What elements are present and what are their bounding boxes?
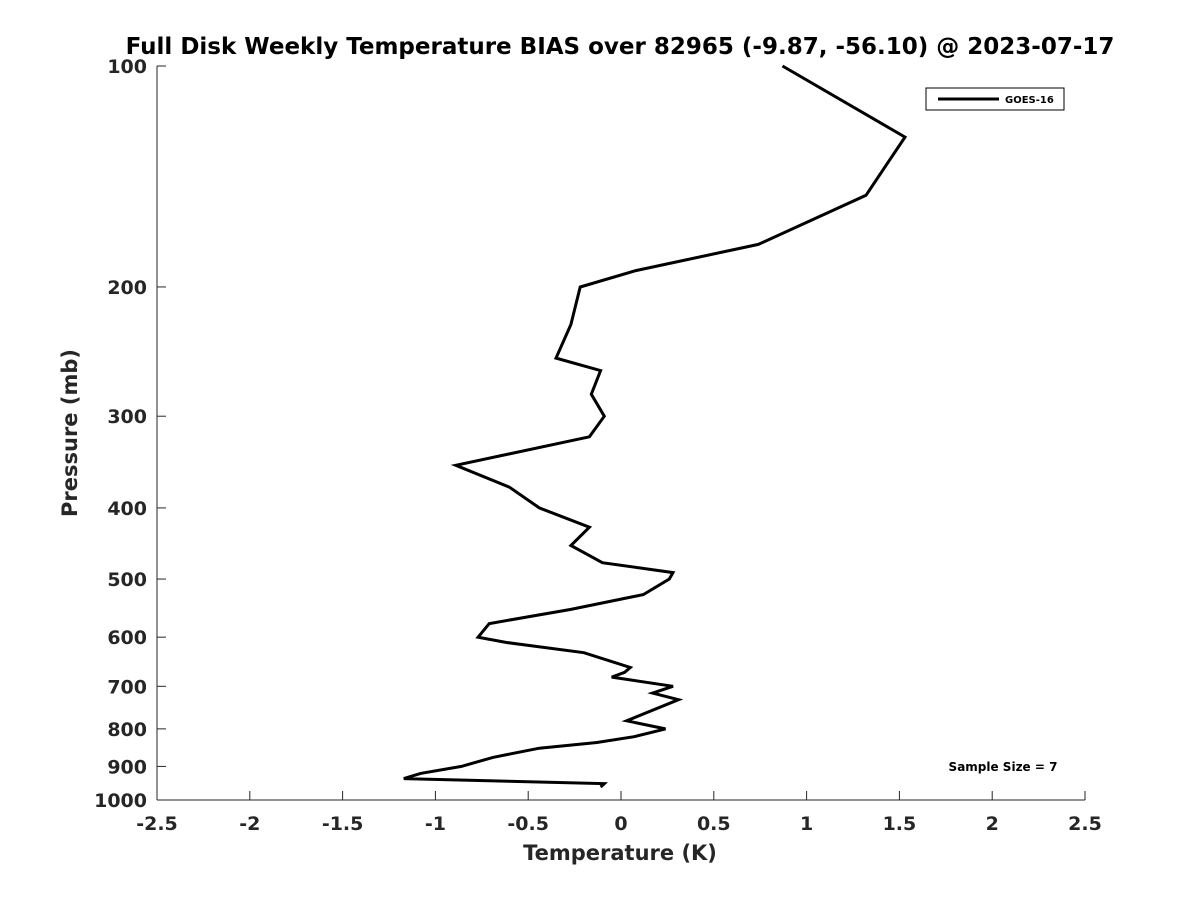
x-tick-label: 0 xyxy=(614,813,627,835)
series-line-goes-16 xyxy=(403,64,908,789)
y-tick-label: 400 xyxy=(107,498,147,520)
x-tick-label: 2 xyxy=(986,813,999,835)
x-tick-label: 1 xyxy=(800,813,813,835)
x-tick-label: -1.5 xyxy=(322,813,364,835)
x-axis-label: Temperature (K) xyxy=(523,841,717,865)
y-tick-label: 300 xyxy=(107,406,147,428)
legend: GOES-16 xyxy=(925,87,1065,111)
x-tick-label: -1 xyxy=(425,813,446,835)
y-tick-label: 200 xyxy=(107,277,147,299)
y-tick-label: 1000 xyxy=(94,790,147,812)
x-tick-label: -2 xyxy=(239,813,260,835)
x-tick-label: 2.5 xyxy=(1068,813,1102,835)
chart-title: Full Disk Weekly Temperature BIAS over 8… xyxy=(126,34,1115,60)
y-tick-label: 500 xyxy=(107,569,147,591)
y-tick-label: 700 xyxy=(107,676,147,698)
x-tick-label: 0.5 xyxy=(697,813,731,835)
y-axis-label: Pressure (mb) xyxy=(58,349,82,517)
x-tick-label: -0.5 xyxy=(507,813,549,835)
x-tick-label: -2.5 xyxy=(136,813,178,835)
y-tick-label: 600 xyxy=(107,627,147,649)
axes: -2.5 -2 -1.5 -1 -0.5 0 0.5 1 1.5 2 2.5 100 200 300 400… xyxy=(94,56,1102,835)
y-tick-label: 800 xyxy=(107,719,147,741)
x-tick-label: 1.5 xyxy=(883,813,917,835)
y-tick-label: 900 xyxy=(107,756,147,778)
legend-entry-goes-16: GOES-16 xyxy=(1005,95,1054,106)
series-layer xyxy=(403,64,908,789)
sample-size-annotation: Sample Size = 7 xyxy=(949,760,1058,774)
y-tick-label: 100 xyxy=(107,56,147,78)
